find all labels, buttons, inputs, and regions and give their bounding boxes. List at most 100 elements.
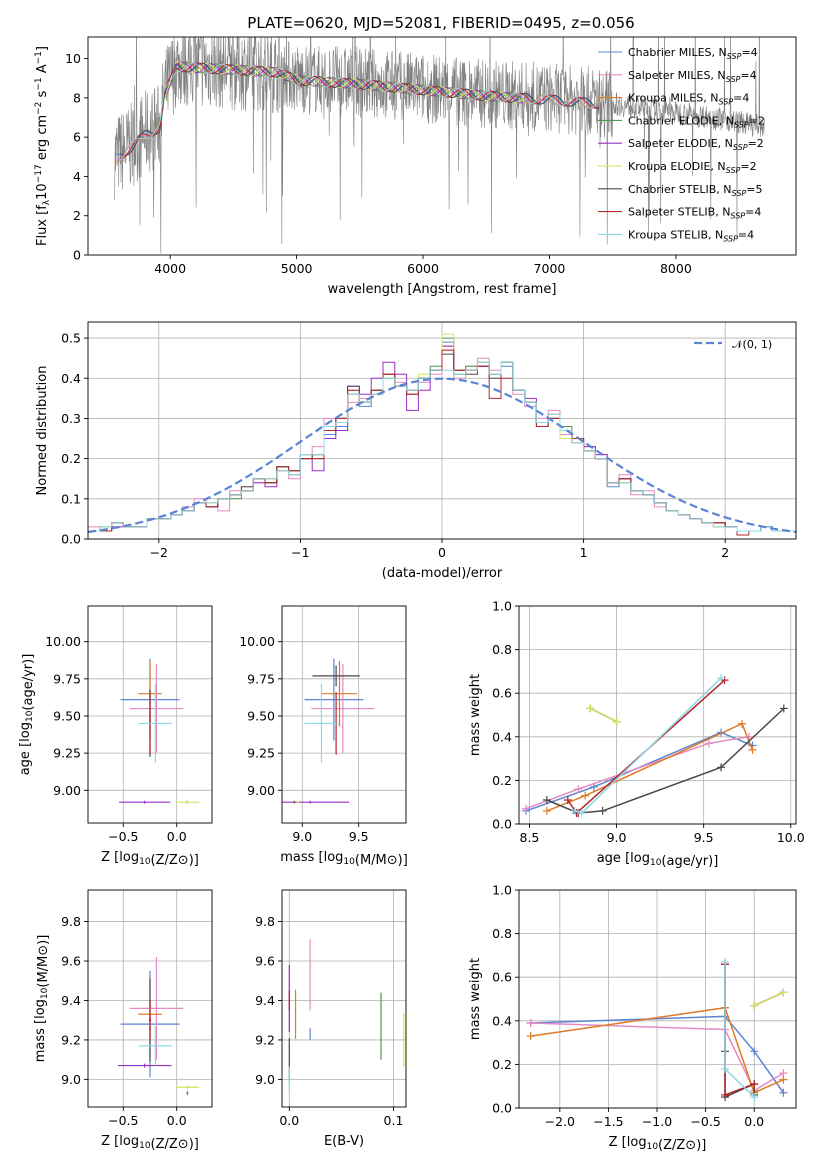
weight-marker-kroupa-miles xyxy=(737,719,746,728)
model-fit-kroupa-elodie xyxy=(157,61,524,132)
y-tick-label: 9.75 xyxy=(247,671,275,686)
legend-entry: Chabrier ELODIE, NSSP=2 xyxy=(628,114,765,129)
y-tick-label: 10.00 xyxy=(239,634,275,649)
x-axis-label: Z [log10(Z/Z⊙)] xyxy=(101,1134,199,1152)
legend-entry: Chabrier STELIB, NSSP=5 xyxy=(628,183,762,198)
y-tick-label: 0.0 xyxy=(61,532,81,547)
model-fit-kroupa-miles xyxy=(114,62,601,163)
x-tick-label: −2 xyxy=(150,545,168,560)
y-tick-label: 9.25 xyxy=(247,746,275,761)
x-axis-label: Z [log10(Z/Z⊙)] xyxy=(609,1135,707,1153)
histogram-kroupa-stelib xyxy=(88,361,796,532)
model-fit-salpeter-elodie xyxy=(157,61,524,128)
weight-marker-salpeter-miles xyxy=(704,739,713,748)
spectrum-panel: 4000 5000 6000 7000 8000 0 2 4 6 8 10 wavelength [A… xyxy=(34,36,797,297)
y-tick-label: 0.4 xyxy=(492,1013,512,1028)
weight-marker-chabrier-stelib xyxy=(779,704,788,713)
y-tick-label: 9.00 xyxy=(247,783,275,798)
y-tick-label: 9.8 xyxy=(255,914,275,929)
x-tick-label: 4000 xyxy=(154,261,186,276)
y-tick-label: 10 xyxy=(65,51,81,66)
plot-area xyxy=(526,957,788,1102)
y-tick-label: 9.8 xyxy=(61,914,81,929)
plot-area xyxy=(119,658,200,804)
y-tick-label: 9.6 xyxy=(255,954,275,969)
x-tick-label: 9.5 xyxy=(694,830,714,845)
y-tick-label: 0.4 xyxy=(492,729,512,744)
y-tick-label: 1.0 xyxy=(492,599,512,614)
weight-marker-kroupa-elodie xyxy=(750,1001,759,1010)
y-tick-label: 4 xyxy=(73,169,81,184)
weight-marker-kroupa-stelib xyxy=(717,673,726,682)
x-axis-label: mass [log10(M/M⊙)] xyxy=(280,850,408,868)
plot-area xyxy=(282,658,375,804)
legend-entry: Chabrier MILES, NSSP=4 xyxy=(628,46,758,61)
mass-vs-metallicity-panel: −0.5 0.0 9.0 9.2 9.4 9.6 9.8 Z [log10(Z/Z⊙)] mas… xyxy=(33,889,213,1152)
weight-vs-age-panel: 8.5 9.0 9.5 10.0 0.0 0.2 0.4 0.6 0.8 1.0 age [log1… xyxy=(468,599,805,870)
weight-marker-kroupa-miles xyxy=(581,791,590,800)
x-tick-label: −0.5 xyxy=(108,829,138,844)
y-axis-label: Normed distribution xyxy=(35,366,50,496)
x-tick-label: 0.0 xyxy=(744,1114,764,1129)
y-tick-label: 0.8 xyxy=(492,926,512,941)
age-vs-metallicity-panel: −0.5 0.0 9.00 9.25 9.50 9.75 10.00 Z [log10(Z/Z… xyxy=(18,605,213,868)
y-tick-label: 2 xyxy=(73,208,81,223)
plot-area xyxy=(114,37,765,254)
axes-frame xyxy=(87,889,213,1108)
x-axis-label: age [log10(age/yr)] xyxy=(597,851,719,869)
y-tick-label: 9.4 xyxy=(255,993,275,1008)
y-tick-label: 9.2 xyxy=(61,1032,81,1047)
axes-frame xyxy=(518,605,797,825)
model-fit-chabrier-miles xyxy=(114,62,601,157)
y-tick-label: 9.4 xyxy=(61,993,81,1008)
y-tick-label: 10.00 xyxy=(45,634,81,649)
y-tick-label: 9.2 xyxy=(255,1032,275,1047)
x-tick-label: −0.5 xyxy=(108,1113,138,1128)
plot-area xyxy=(117,957,200,1096)
y-axis-label: Flux [fλ10−17 erg cm−2 s−1 A−1] xyxy=(34,46,52,246)
plot-area xyxy=(88,333,796,536)
y-tick-label: 0.2 xyxy=(61,451,81,466)
y-tick-label: 9.50 xyxy=(53,708,81,723)
spectrum-legend: Chabrier MILES, NSSP=4 Salpeter MILES, NS… xyxy=(598,46,765,243)
y-tick-label: 9.0 xyxy=(61,1072,81,1087)
y-tick-label: 0.4 xyxy=(61,371,81,386)
weight-marker-kroupa-miles xyxy=(779,1075,788,1084)
mass-vs-ebv-panel: 0.0 0.1 9.0 9.2 9.4 9.6 9.8 E(B-V) xyxy=(255,889,407,1149)
weight-line-salpeter-miles xyxy=(530,1022,784,1092)
weight-line-kroupa-elodie xyxy=(590,707,617,723)
weight-marker-kroupa-stelib xyxy=(721,1064,730,1073)
x-tick-label: 7000 xyxy=(534,261,566,276)
model-fit-salpeter-stelib xyxy=(119,62,600,159)
weight-vs-metallicity-panel: −2.0 −1.5 −1.0 −0.5 0.0 0.0 0.2 0.4 0.6 0.8 1.0 Z [… xyxy=(468,883,797,1153)
age-vs-mass-panel: 9.0 9.5 9.00 9.25 9.50 9.75 10.00 mass [log10(M… xyxy=(239,605,408,868)
legend-entry: Salpeter ELODIE, NSSP=2 xyxy=(628,137,764,152)
gridlines xyxy=(282,606,406,823)
weight-marker-chabrier-stelib xyxy=(542,796,551,805)
y-axis-label: mass [log10(M/M⊙)] xyxy=(33,935,51,1063)
x-tick-label: 1 xyxy=(580,545,588,560)
x-tick-label: 2 xyxy=(721,545,729,560)
axes-frame xyxy=(87,605,213,824)
x-tick-label: 0.0 xyxy=(279,1113,299,1128)
weight-marker-kroupa-stelib xyxy=(721,957,730,966)
y-axis-label: mass weight xyxy=(468,958,483,1040)
y-tick-label: 0 xyxy=(73,248,81,263)
y-tick-label: 6 xyxy=(73,130,81,145)
x-tick-label: −2.0 xyxy=(545,1114,575,1129)
y-tick-label: 0.6 xyxy=(492,970,512,985)
legend-entry: Kroupa ELODIE, NSSP=2 xyxy=(628,160,757,175)
weight-marker-salpeter-stelib xyxy=(721,1090,730,1099)
y-tick-label: 8 xyxy=(73,90,81,105)
weight-marker-kroupa-miles xyxy=(526,1032,535,1041)
x-tick-label: 10.0 xyxy=(777,830,805,845)
weight-marker-kroupa-elodie xyxy=(586,704,595,713)
y-axis-label: mass weight xyxy=(468,674,483,756)
weight-marker-kroupa-stelib xyxy=(570,806,579,815)
x-tick-label: 6000 xyxy=(407,261,439,276)
y-tick-label: 9.00 xyxy=(53,783,81,798)
axes-frame xyxy=(518,889,797,1109)
y-tick-label: 9.6 xyxy=(61,954,81,969)
legend-entry: Salpeter MILES, NSSP=4 xyxy=(628,69,757,84)
weight-marker-kroupa-stelib xyxy=(577,809,586,818)
